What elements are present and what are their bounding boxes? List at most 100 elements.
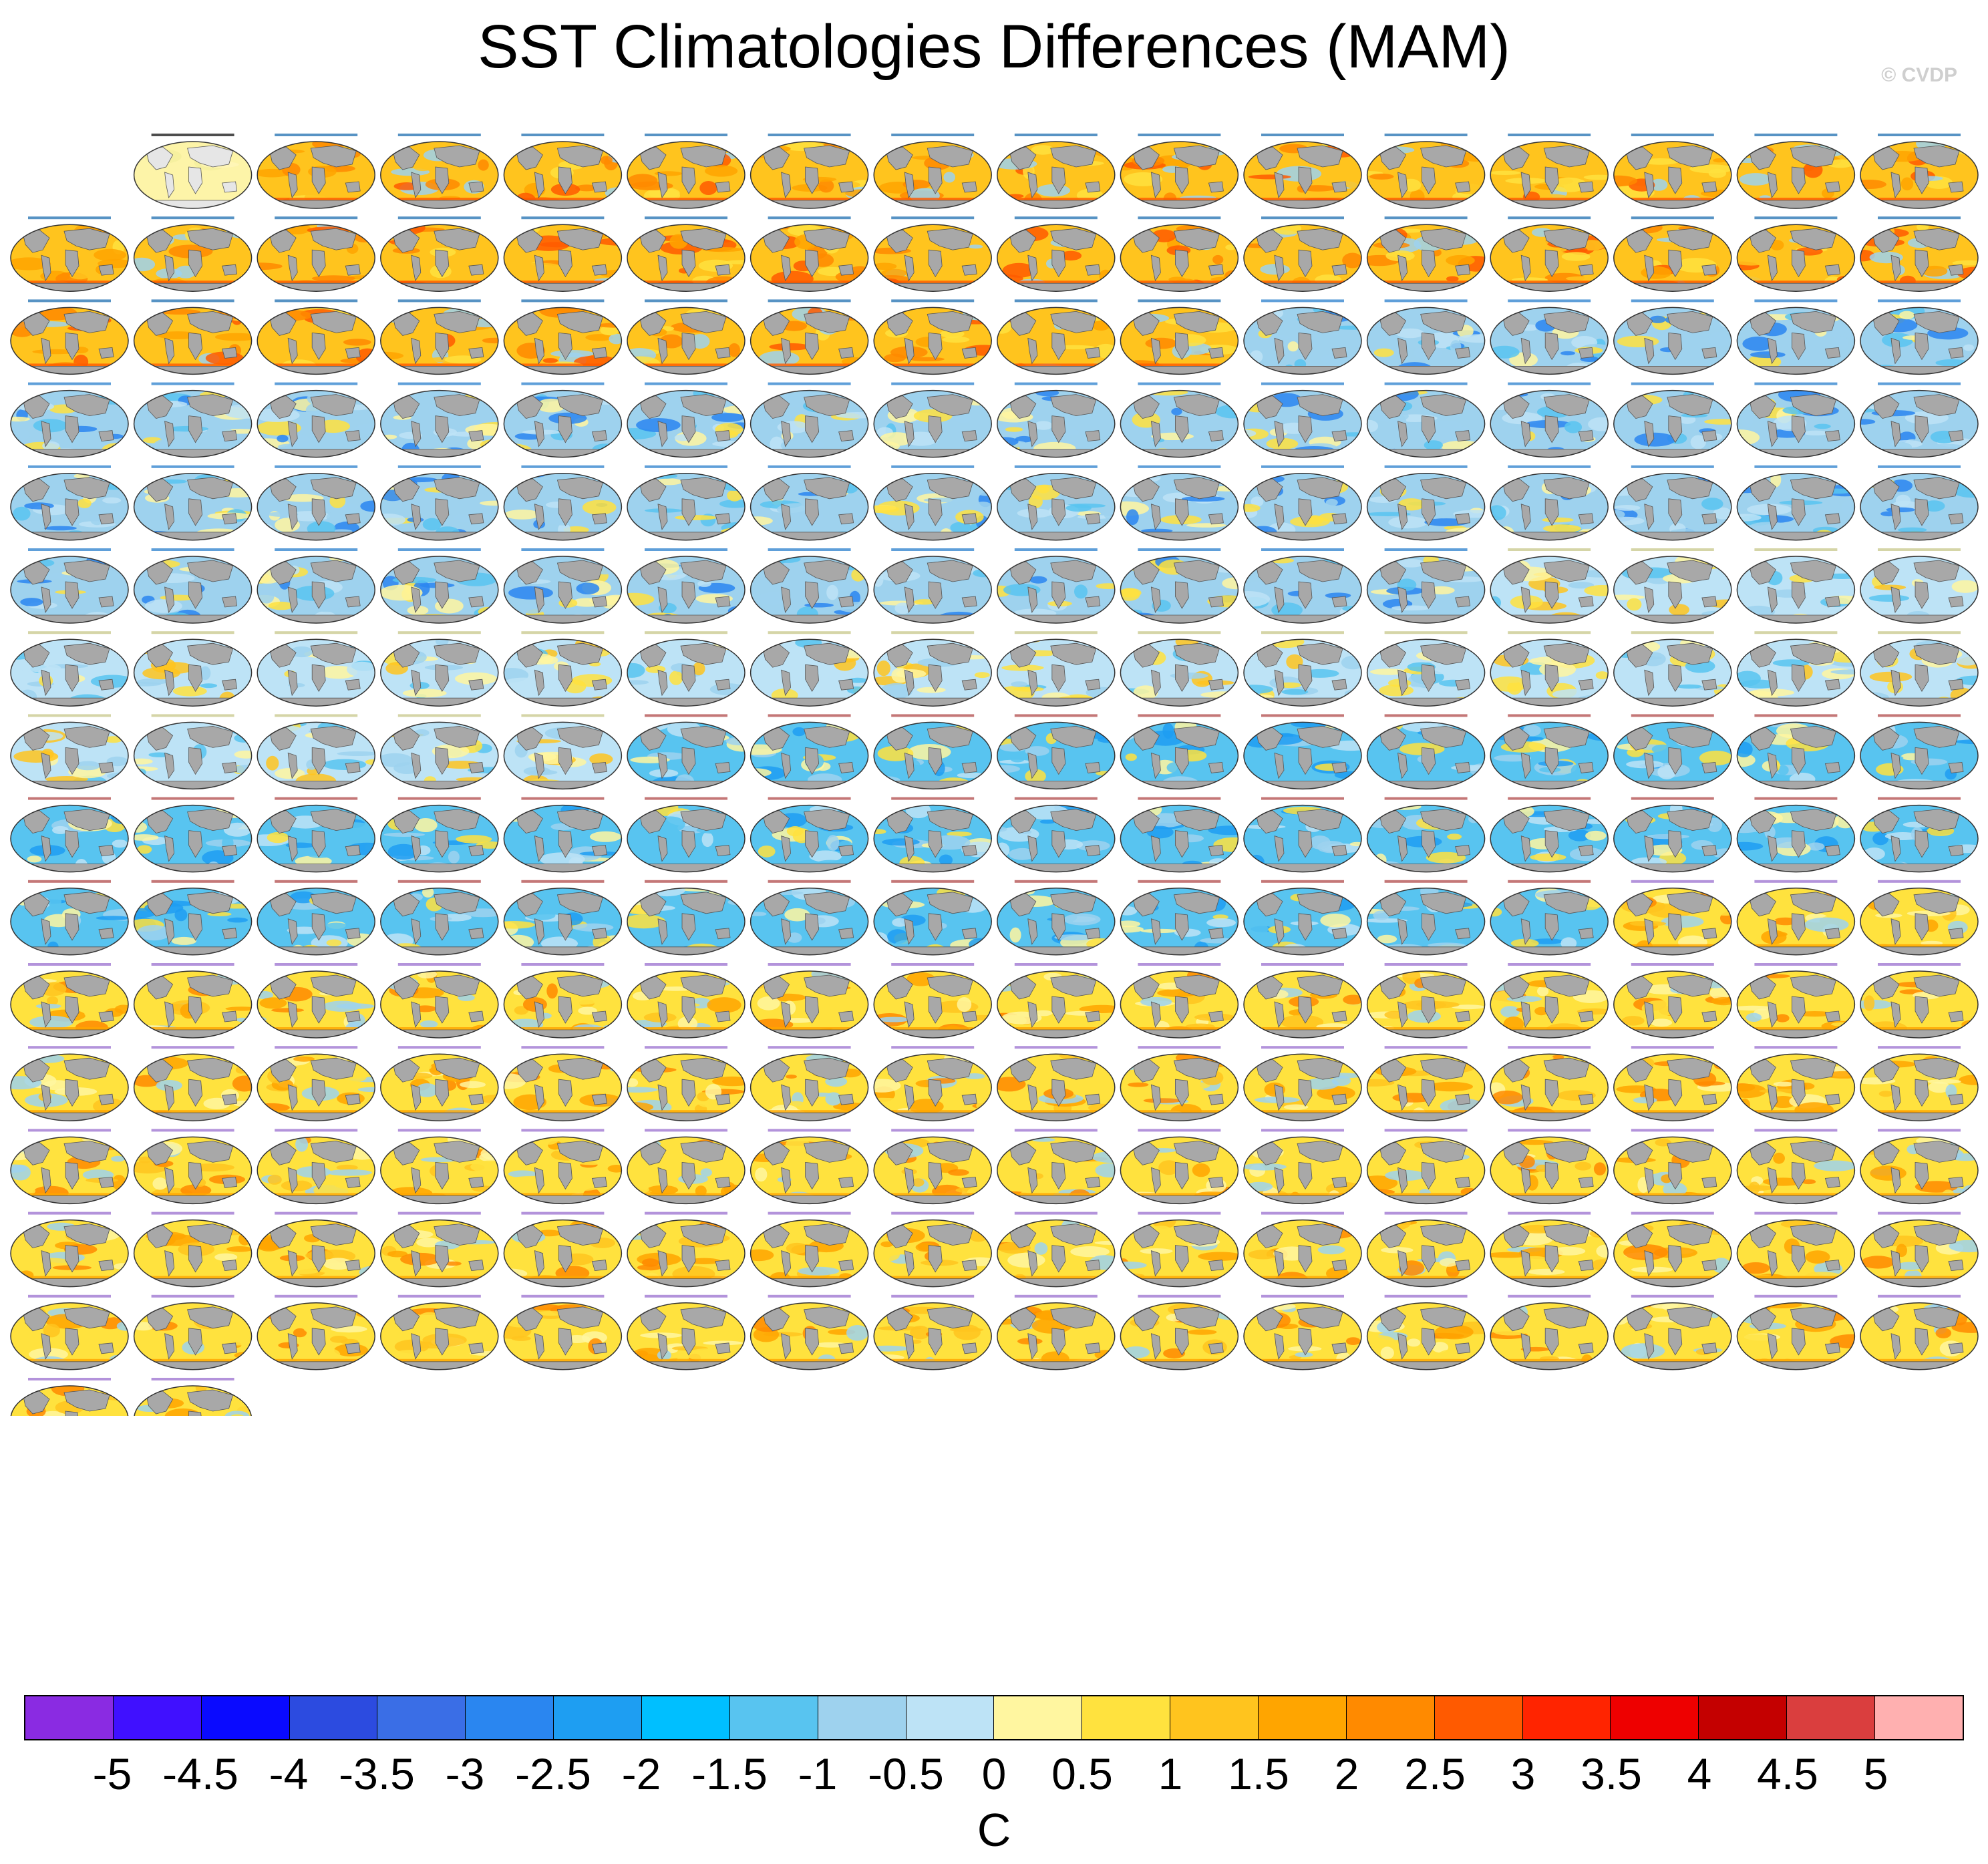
continent <box>1132 312 1160 336</box>
anomaly-patch <box>380 889 399 899</box>
map-panel <box>627 714 746 790</box>
anomaly-patch <box>1343 994 1361 1005</box>
continent <box>269 727 297 751</box>
continent <box>681 664 696 692</box>
continent <box>434 394 480 417</box>
continent <box>1422 996 1436 1024</box>
anomaly-patch <box>627 837 639 848</box>
continent <box>1520 172 1531 199</box>
anomaly-patch <box>1588 417 1609 431</box>
continent <box>1748 395 1776 419</box>
anomaly-patch <box>322 922 351 933</box>
continent <box>345 181 361 193</box>
anomaly-patch <box>539 852 585 866</box>
anomaly-patch <box>1613 1054 1631 1063</box>
continent <box>146 810 174 834</box>
continent <box>927 725 973 748</box>
continent <box>311 996 326 1024</box>
anomaly-patch <box>1628 224 1663 234</box>
continent <box>1298 913 1313 941</box>
continent <box>838 761 854 773</box>
continent <box>1890 1001 1901 1029</box>
panel-label <box>1508 134 1591 136</box>
continent <box>146 727 174 751</box>
map-outline <box>1243 224 1362 292</box>
map-outline <box>10 389 129 458</box>
continent <box>311 498 326 526</box>
continent <box>187 1057 234 1080</box>
continent <box>1543 642 1590 665</box>
continent <box>435 664 450 692</box>
anomaly-patch <box>329 556 349 562</box>
continent <box>1791 581 1806 609</box>
continent <box>435 498 450 526</box>
continent <box>65 249 79 277</box>
anomaly-patch <box>1577 570 1609 578</box>
map-outline <box>750 1053 869 1121</box>
continent <box>1667 477 1713 500</box>
anomaly-patch <box>826 835 840 851</box>
continent <box>1890 835 1901 862</box>
continent <box>287 1167 298 1194</box>
anomaly-patch <box>582 500 617 515</box>
continent <box>1915 1079 1929 1107</box>
continent <box>1948 928 1964 940</box>
continent <box>1009 229 1037 253</box>
map-panel <box>257 880 375 956</box>
map-outline <box>10 224 129 292</box>
continent <box>1915 664 1929 692</box>
continent <box>222 845 238 857</box>
continent <box>146 976 174 1000</box>
anomaly-patch <box>365 759 375 765</box>
anomaly-patch <box>413 163 433 172</box>
continent <box>1578 761 1594 773</box>
continent <box>591 596 607 608</box>
continent <box>1455 347 1471 359</box>
continent <box>1520 1084 1531 1111</box>
map-outline <box>1120 389 1239 458</box>
continent <box>680 974 727 997</box>
continent <box>98 430 114 442</box>
anomaly-patch <box>957 997 972 1012</box>
anomaly-patch <box>1133 685 1158 700</box>
anomaly-patch <box>103 1198 128 1203</box>
panel-label <box>768 714 851 717</box>
continent <box>591 1093 607 1105</box>
panel-label <box>151 631 234 634</box>
map-outline <box>1613 721 1732 790</box>
panel-label <box>275 134 358 136</box>
continent <box>1625 976 1653 1000</box>
continent <box>1791 913 1806 941</box>
anomaly-patch <box>652 805 679 816</box>
continent <box>515 893 543 917</box>
continent <box>188 166 203 194</box>
map-outline <box>1366 389 1486 458</box>
anomaly-patch <box>1248 365 1269 375</box>
continent <box>885 478 913 502</box>
anomaly-patch <box>721 888 745 895</box>
map-outline <box>1613 804 1732 873</box>
map-panel <box>133 963 253 1039</box>
map-panel <box>750 1129 869 1205</box>
continent <box>310 394 357 417</box>
anomaly-patch <box>1125 390 1142 396</box>
continent <box>1502 395 1530 419</box>
anomaly-patch <box>1059 250 1082 261</box>
panel-label <box>397 797 481 800</box>
anomaly-patch <box>482 337 498 344</box>
continent <box>534 254 544 282</box>
panel-label <box>397 382 481 385</box>
continent <box>715 928 731 940</box>
anomaly-patch <box>1490 781 1512 786</box>
map-panel <box>627 382 746 458</box>
map-outline <box>873 224 992 292</box>
continent <box>22 312 50 336</box>
continent <box>1644 918 1655 945</box>
continent <box>1173 809 1220 831</box>
continent <box>1420 642 1467 665</box>
continent <box>1255 312 1283 336</box>
continent <box>1175 415 1189 443</box>
anomaly-patch <box>380 513 406 526</box>
continent <box>1331 264 1347 276</box>
continent <box>680 145 727 168</box>
